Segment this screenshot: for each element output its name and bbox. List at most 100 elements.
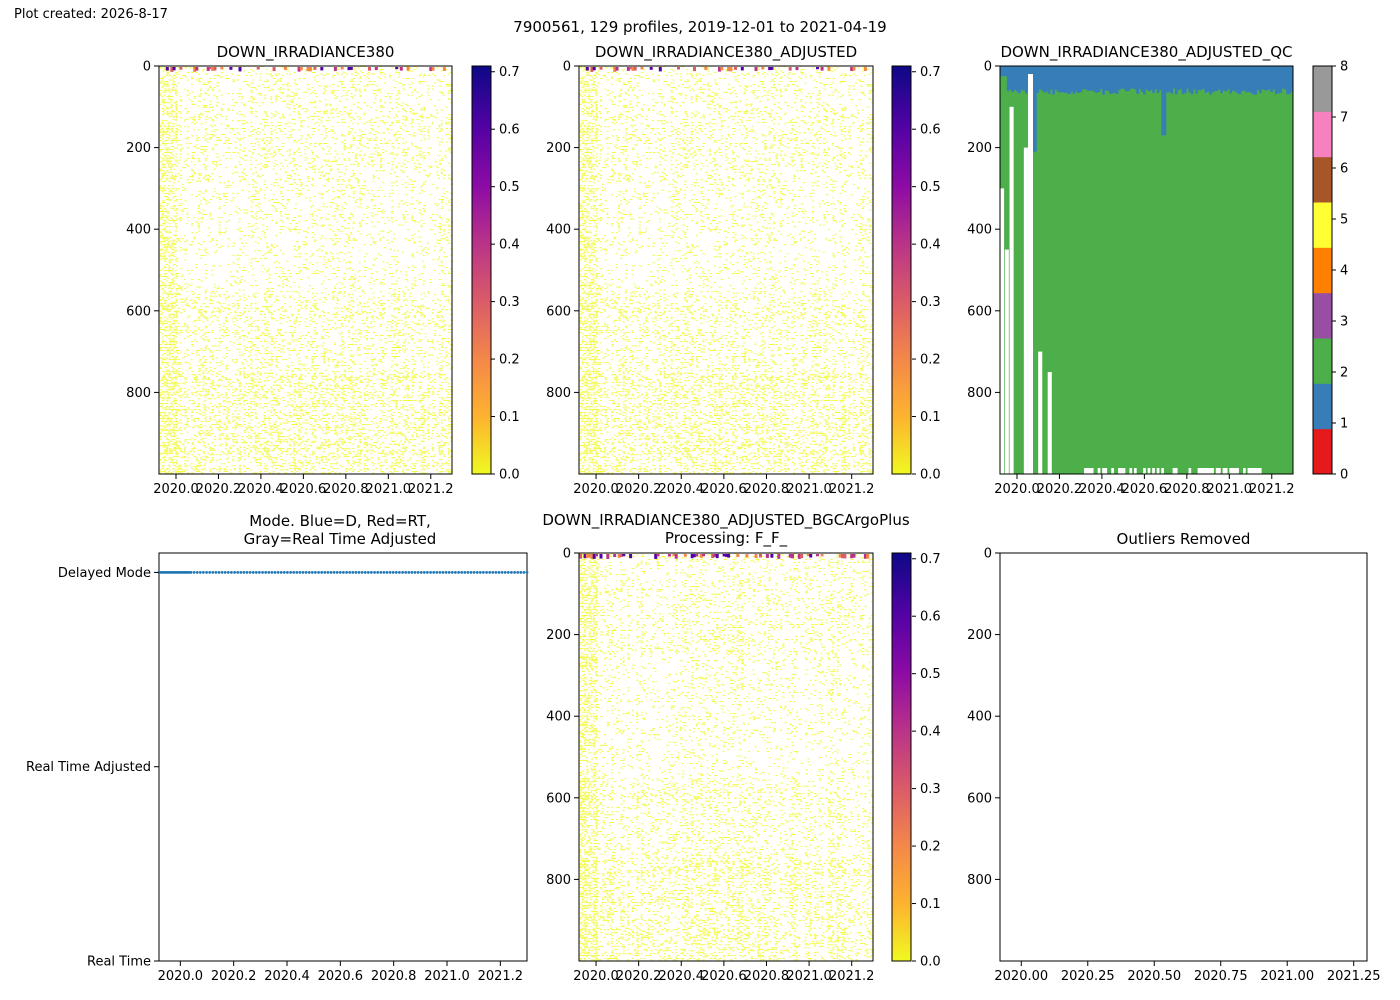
heatmap-cell-surface-high <box>283 67 287 70</box>
qc-flag-1-column <box>1093 66 1096 92</box>
heatmap-cell-surface-high <box>579 554 582 559</box>
x-tick-label: 2021.2 <box>829 969 875 984</box>
qc-missing-bottom <box>1233 468 1237 474</box>
mode-point <box>276 571 280 574</box>
mode-point <box>192 571 196 574</box>
qc-missing-column <box>1028 74 1033 474</box>
mode-point <box>239 571 243 574</box>
mode-point <box>245 571 249 574</box>
heatmap-cell-surface-high <box>640 67 644 70</box>
colorbar-tick-label: 0.3 <box>920 295 941 310</box>
mode-point <box>314 571 317 574</box>
y-tick-label: 0 <box>563 60 571 75</box>
heatmap-cell-surface-high <box>592 554 596 559</box>
qc-missing-bottom <box>1243 468 1246 474</box>
mode-point <box>329 571 333 574</box>
qc-colorbar-band-8 <box>1313 66 1332 112</box>
mode-point <box>376 571 380 574</box>
qc-flag-1-column <box>1045 66 1049 92</box>
heatmap-cell-surface-high <box>658 67 662 72</box>
qc-flag-1-column <box>1024 66 1028 94</box>
x-tick-label: 2020.6 <box>701 482 747 497</box>
colorbar-tick-label: 0.7 <box>920 65 941 80</box>
qc-flag-1-column <box>1179 66 1183 90</box>
qc-colorbar-band-1 <box>1313 383 1332 430</box>
qc-flag-1-column <box>1002 66 1005 77</box>
qc-missing-bottom <box>1252 468 1255 474</box>
qc-flag-1-column <box>1206 66 1210 92</box>
qc-flag-1-column <box>1277 66 1280 94</box>
heatmap-cell-surface-high <box>827 67 831 71</box>
heatmap-cell-surface-high <box>729 67 733 72</box>
heatmap-cell-surface-high <box>754 554 758 558</box>
heatmap-cell-surface-high <box>626 67 630 71</box>
mode-point <box>289 571 292 574</box>
qc-missing-bottom <box>1247 468 1251 474</box>
qc-flag-1-column <box>1211 66 1214 93</box>
y-tick-label: 800 <box>967 873 992 888</box>
heatmap-cell-surface-high <box>852 554 856 558</box>
heatmap-cells-low-values <box>159 66 454 474</box>
qc-flag-1-column <box>1124 66 1128 92</box>
qc-flag-1-column <box>1006 66 1010 92</box>
qc-flag-1-column <box>1170 66 1174 94</box>
mode-point <box>338 571 342 574</box>
x-tick-label: 2021.25 <box>1327 969 1381 984</box>
qc-flag-1-column <box>1272 66 1276 90</box>
mode-point <box>292 571 296 574</box>
y-tick-label: Real Time <box>87 955 151 970</box>
heatmap-cell-surface-high <box>649 67 653 70</box>
outliers-y-axis: 0 200 400 600 800 <box>967 547 1000 888</box>
x-tick-label: 2021.0 <box>786 482 832 497</box>
colorbar-tick-label: 2 <box>1340 366 1348 381</box>
heatmap-cell-surface-high <box>170 67 174 72</box>
qc-flag-1-column <box>1065 66 1069 94</box>
heatmap-cell-surface-high <box>759 554 762 558</box>
bgc-title-line1: DOWN_IRRADIANCE380_ADJUSTED_BGCArgoPlus <box>542 511 910 530</box>
qc-missing-bottom <box>1215 468 1219 474</box>
heatmap-cell-surface-high <box>806 554 810 557</box>
qc-missing-bottom <box>1156 468 1160 474</box>
colorbar-tick-label: 0.4 <box>920 238 941 253</box>
qc-flag-1-column <box>1015 66 1019 92</box>
mode-title-line1: Mode. Blue=D, Red=RT, <box>249 512 431 530</box>
x-tick-label: 2021.2 <box>829 482 875 497</box>
qc-flag-1-column <box>1152 66 1155 93</box>
mode-point <box>407 571 411 574</box>
heatmap-cell-surface-high <box>797 554 801 559</box>
mode-point <box>202 571 205 574</box>
qc-flag-1-column <box>1256 66 1260 91</box>
mode-point <box>457 571 460 574</box>
heatmap-cell-surface-high <box>838 554 842 558</box>
adjusted-colorbar-axis: 0.0 0.1 0.2 0.3 0.4 0.5 0.6 0.7 <box>912 65 941 483</box>
mode-point <box>217 571 221 574</box>
mode-point <box>223 571 227 574</box>
x-tick-label: 2020.0 <box>573 482 619 497</box>
heatmap-cell-surface-high <box>306 67 310 72</box>
heatmap-cell-surface-high <box>592 67 596 71</box>
x-tick-label: 2021.0 <box>786 969 832 984</box>
raw-y-axis: 0 200 400 600 800 <box>126 60 159 401</box>
heatmap-cell-surface-high <box>672 554 676 556</box>
heatmap-cell-surface-high <box>620 554 623 557</box>
heatmap-cell-surface-high <box>588 554 592 558</box>
heatmap-cell-surface-high <box>299 67 303 71</box>
qc-flag-1-column <box>1274 66 1278 95</box>
mode-point <box>317 571 320 574</box>
y-tick-label: 600 <box>967 304 992 319</box>
mode-point <box>310 571 314 574</box>
heatmap-cell-surface-high <box>193 67 197 72</box>
qc-flag-1-column <box>1172 66 1176 89</box>
x-tick-label: 2020.4 <box>264 969 310 984</box>
y-tick-label: 800 <box>967 386 992 401</box>
qc-missing-bottom <box>1224 468 1228 474</box>
qc-flag-1-column <box>1190 66 1194 95</box>
heatmap-cell-surface-high <box>850 67 854 71</box>
mode-point <box>432 571 436 574</box>
heatmap-cell-surface-high <box>656 554 660 557</box>
heatmap-cell-surface-high <box>841 554 845 559</box>
mode-point <box>379 571 383 574</box>
qc-missing-bottom <box>1258 468 1262 474</box>
heatmap-cell-surface-high <box>622 554 626 557</box>
qc-flag-1-column <box>1156 66 1160 93</box>
